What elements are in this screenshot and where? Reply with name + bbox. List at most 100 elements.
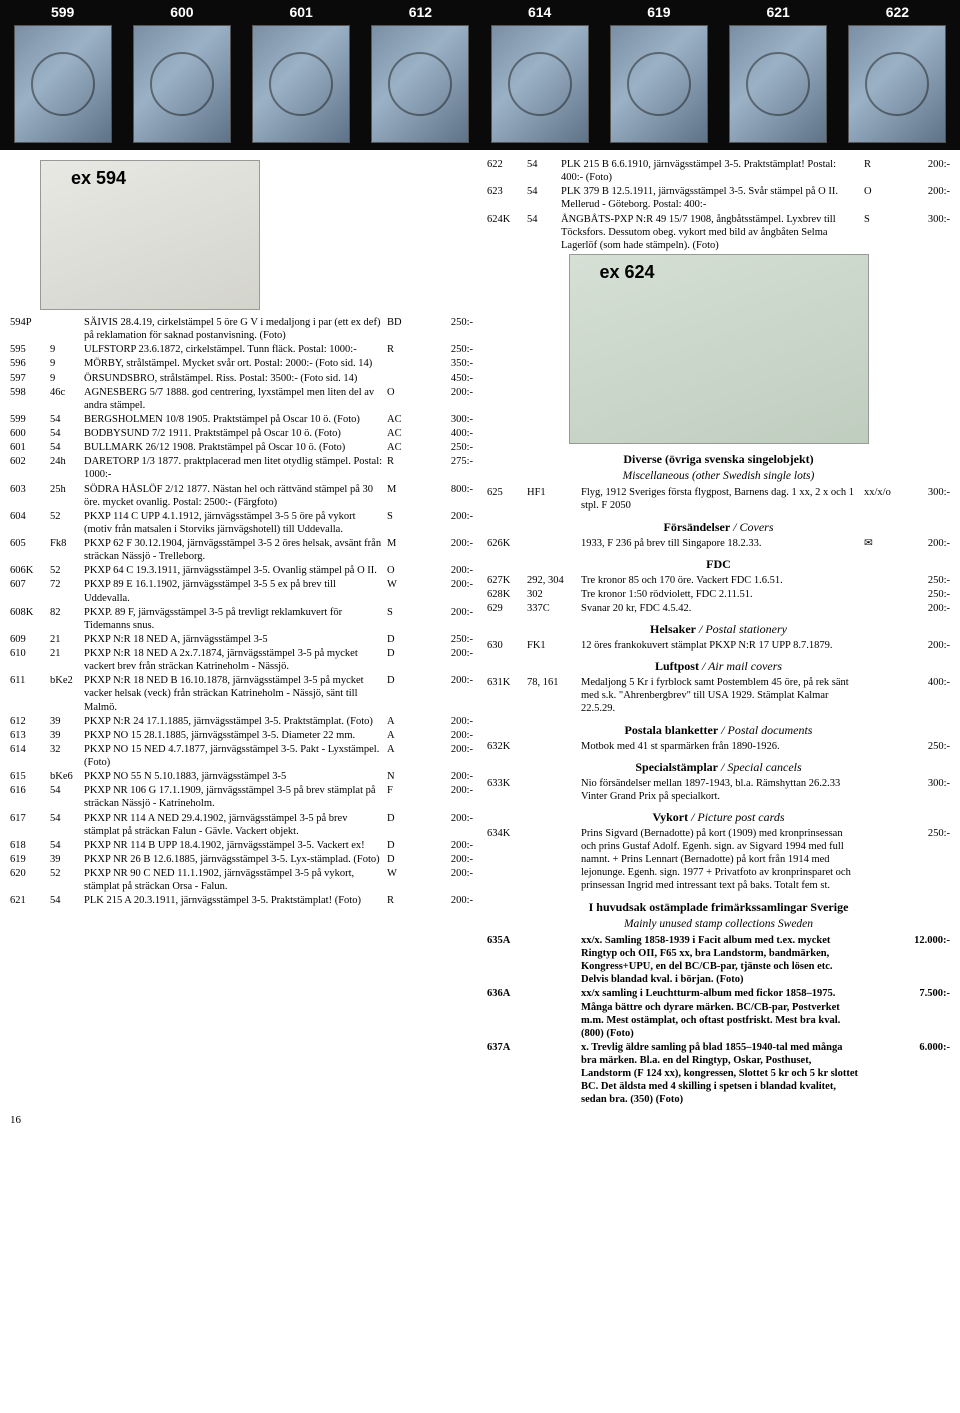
lot-number: 617 [10, 812, 50, 825]
lot-price: 300:- [898, 213, 950, 226]
lot-condition: S [387, 606, 421, 619]
lot-price: 200:- [421, 647, 473, 660]
lot-row: 608K82PKXP. 89 F, järnvägsstämpel 3-5 på… [10, 606, 473, 632]
right-column: 62254PLK 215 B 6.6.1910, järnvägsstämpel… [487, 158, 950, 1108]
lot-price: 250:- [898, 827, 950, 840]
lot-condition: M [387, 483, 421, 496]
lot-description: PLK 215 B 6.6.1910, järnvägsstämpel 3-5.… [561, 158, 864, 184]
lot-row: 60452PKXP 114 C UPP 4.1.1912, järnvägsst… [10, 510, 473, 536]
lot-row: 62254PLK 215 B 6.6.1910, järnvägsstämpel… [487, 158, 950, 184]
lot-row: 61339PKXP NO 15 28.1.1885, järnvägsstämp… [10, 729, 473, 742]
lot-row: 624K54ÅNGBÅTS-PXP N:R 49 15/7 1908, ångb… [487, 213, 950, 252]
lot-condition: D [387, 812, 421, 825]
heading-diverse-sub: Miscellaneous (other Swedish single lots… [487, 469, 950, 483]
lot-number: 620 [10, 867, 50, 880]
lot-ref: 39 [50, 715, 84, 728]
lot-row: 61754PKXP NR 114 A NED 29.4.1902, järnvä… [10, 812, 473, 838]
lot-row: 634KPrins Sigvard (Bernadotte) på kort (… [487, 827, 950, 893]
lot-price: 200:- [421, 386, 473, 399]
lot-ref: 82 [50, 606, 84, 619]
lot-ref: bKe6 [50, 770, 84, 783]
lot-ref: 21 [50, 647, 84, 660]
lot-condition: BD [387, 316, 421, 329]
lot-number: 597 [10, 372, 50, 385]
lot-description: 12 öres frankokuvert stämplat PKXP N:R 1… [581, 639, 864, 652]
lot-row: 61654PKXP NR 106 G 17.1.1909, järnvägsst… [10, 784, 473, 810]
lot-ref: 52 [50, 867, 84, 880]
lot-description: PKXP 64 C 19.3.1911, järnvägsstämpel 3-5… [84, 564, 387, 577]
lot-number: 604 [10, 510, 50, 523]
lot-condition: A [387, 729, 421, 742]
lot-condition: S [387, 510, 421, 523]
lot-description: Prins Sigvard (Bernadotte) på kort (1909… [581, 827, 864, 893]
stamp-621: 621 [722, 4, 835, 143]
lot-price: 300:- [421, 413, 473, 426]
lot-row: 60054BODBYSUND 7/2 1911. Praktstämpel på… [10, 427, 473, 440]
lot-row: 61854PKXP NR 114 B UPP 18.4.1902, järnvä… [10, 839, 473, 852]
lot-description: PLK 215 A 20.3.1911, järnvägsstämpel 3-5… [84, 894, 387, 907]
lot-description: PKXP NR 90 C NED 11.1.1902, järnvägsstäm… [84, 867, 387, 893]
stamp-614: 614 [483, 4, 596, 143]
lot-description: PKXP N:R 18 NED A, järnvägsstämpel 3-5 [84, 633, 387, 646]
lot-row: 5979ÖRSUNDSBRO, strålstämpel. Riss. Post… [10, 372, 473, 385]
lot-description: AGNESBERG 5/7 1888. god centrering, lyxs… [84, 386, 387, 412]
lot-price: 250:- [898, 588, 950, 601]
lot-ref: HF1 [527, 486, 581, 499]
lot-price: 200:- [421, 537, 473, 550]
lot-row: 611bKe2PKXP N:R 18 NED B 16.10.1878, jär… [10, 674, 473, 713]
lot-ref: 54 [527, 158, 561, 171]
lot-row: 615bKe6PKXP NO 55 N 5.10.1883, järnvägss… [10, 770, 473, 783]
lot-price: 200:- [421, 853, 473, 866]
lot-condition: AC [387, 427, 421, 440]
lot-ref: 9 [50, 357, 84, 370]
lot-number: 630 [487, 639, 527, 652]
lot-number: 623 [487, 185, 527, 198]
lot-ref: 54 [50, 413, 84, 426]
lot-description: ULFSTORP 23.6.1872, cirkelstämpel. Tunn … [84, 343, 387, 356]
lot-ref: 52 [50, 510, 84, 523]
lot-description: PKXP NO 15 NED 4.7.1877, järnvägsstämpel… [84, 743, 387, 769]
heading-post: Postala blanketter / Postal documents [487, 723, 950, 738]
lot-row: 62154PLK 215 A 20.3.1911, järnvägsstämpe… [10, 894, 473, 907]
lot-row: 633KNio försändelser mellan 1897-1943, b… [487, 777, 950, 803]
heading-hel: Helsaker / Postal stationery [487, 622, 950, 637]
lot-price: 200:- [898, 185, 950, 198]
lot-ref: 302 [527, 588, 581, 601]
lot-row: 637Ax. Trevlig äldre samling på blad 185… [487, 1041, 950, 1107]
lot-condition: O [864, 185, 898, 198]
lot-description: SÄIVIS 28.4.19, cirkelstämpel 5 öre G V … [84, 316, 387, 342]
lot-description: DARETORP 1/3 1877. praktplacerad men lit… [84, 455, 387, 481]
lot-condition: xx/x/o [864, 486, 898, 499]
lot-ref: 39 [50, 729, 84, 742]
lot-row: 636Axx/x samling i Leuchtturm-album med … [487, 987, 950, 1040]
lot-description: MÖRBY, strålstämpel. Mycket svår ort. Po… [84, 357, 387, 370]
lot-price: 250:- [421, 441, 473, 454]
lot-description: SÖDRA HÅSLÖF 2/12 1877. Nästan hel och r… [84, 483, 387, 509]
lot-number: 628K [487, 588, 527, 601]
lot-description: BULLMARK 26/12 1908. Praktstämpel på Osc… [84, 441, 387, 454]
lot-description: 1933, F 236 på brev till Singapore 18.2.… [581, 537, 864, 550]
lot-price: 200:- [421, 510, 473, 523]
lot-row: 625HF1Flyg, 1912 Sveriges första flygpos… [487, 486, 950, 512]
lot-price: 250:- [421, 316, 473, 329]
lot-row: 630FK112 öres frankokuvert stämplat PKXP… [487, 639, 950, 652]
stamp-612: 612 [364, 4, 477, 143]
lot-number: 606K [10, 564, 50, 577]
lot-row: 60772PKXP 89 E 16.1.1902, järnvägsstämpe… [10, 578, 473, 604]
photo-ex-624 [569, 254, 869, 444]
lot-price: 200:- [421, 770, 473, 783]
stamp-header-strip: 599 600 601 612 614 619 621 622 [0, 0, 960, 150]
lot-condition: W [387, 578, 421, 591]
lot-description: PKXP NR 114 A NED 29.4.1902, järnvägsstä… [84, 812, 387, 838]
lot-price: 200:- [421, 784, 473, 797]
lot-condition: R [387, 343, 421, 356]
lot-description: Nio försändelser mellan 1897-1943, bl.a.… [581, 777, 864, 803]
lot-condition: R [864, 158, 898, 171]
lot-number: 615 [10, 770, 50, 783]
lot-description: PLK 379 B 12.5.1911, järnvägsstämpel 3-5… [561, 185, 864, 211]
lot-number: 610 [10, 647, 50, 660]
lot-description: Motbok med 41 st sparmärken från 1890-19… [581, 740, 864, 753]
lot-description: Tre kronor 85 och 170 öre. Vackert FDC 1… [581, 574, 864, 587]
lot-number: 607 [10, 578, 50, 591]
lot-price: 200:- [421, 743, 473, 756]
